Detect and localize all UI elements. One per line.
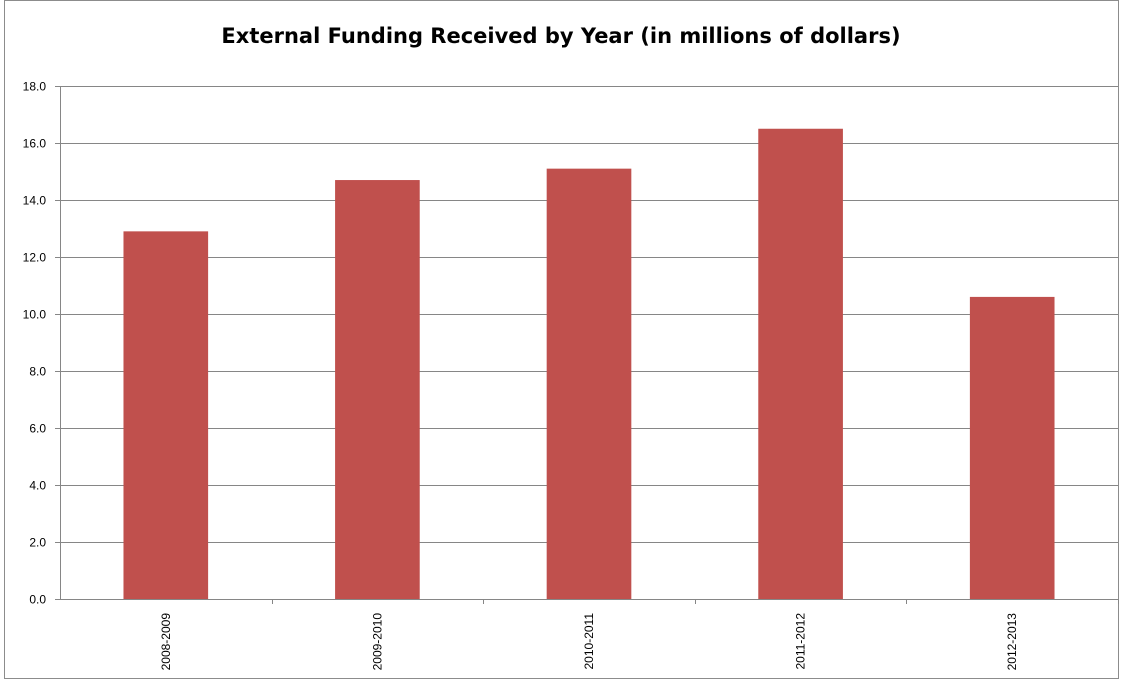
y-tick-label: 0.0 — [29, 593, 46, 607]
y-tick-label: 14.0 — [23, 194, 47, 208]
bar — [758, 128, 843, 599]
x-tick-label: 2010-2011 — [582, 613, 596, 670]
y-tick-label: 4.0 — [29, 479, 46, 493]
y-tick-label: 12.0 — [23, 251, 47, 265]
bar — [546, 168, 632, 599]
x-tick-label: 2009-2010 — [370, 613, 384, 671]
bar — [123, 231, 209, 599]
y-tick-label: 6.0 — [29, 422, 46, 436]
y-tick-label: 16.0 — [23, 137, 47, 151]
bar — [335, 180, 420, 600]
bar — [969, 296, 1055, 599]
x-tick-label: 2012-2013 — [1005, 613, 1019, 671]
x-tick-label: 2011-2012 — [794, 613, 808, 670]
axis-labels: 0.0 2.0 4.0 6.0 8.0 10.0 12.0 14.0 16.0 18.0 2008-… — [23, 80, 1020, 671]
y-tick-label: 8.0 — [29, 365, 46, 379]
y-tick-label: 10.0 — [23, 308, 47, 322]
axes — [55, 86, 1119, 604]
x-tick-label: 2008-2009 — [159, 613, 173, 671]
y-tick-label: 18.0 — [23, 80, 47, 94]
bars — [123, 128, 1055, 600]
y-tick-label: 2.0 — [29, 536, 46, 550]
chart-title: External Funding Received by Year (in mi… — [221, 24, 901, 48]
